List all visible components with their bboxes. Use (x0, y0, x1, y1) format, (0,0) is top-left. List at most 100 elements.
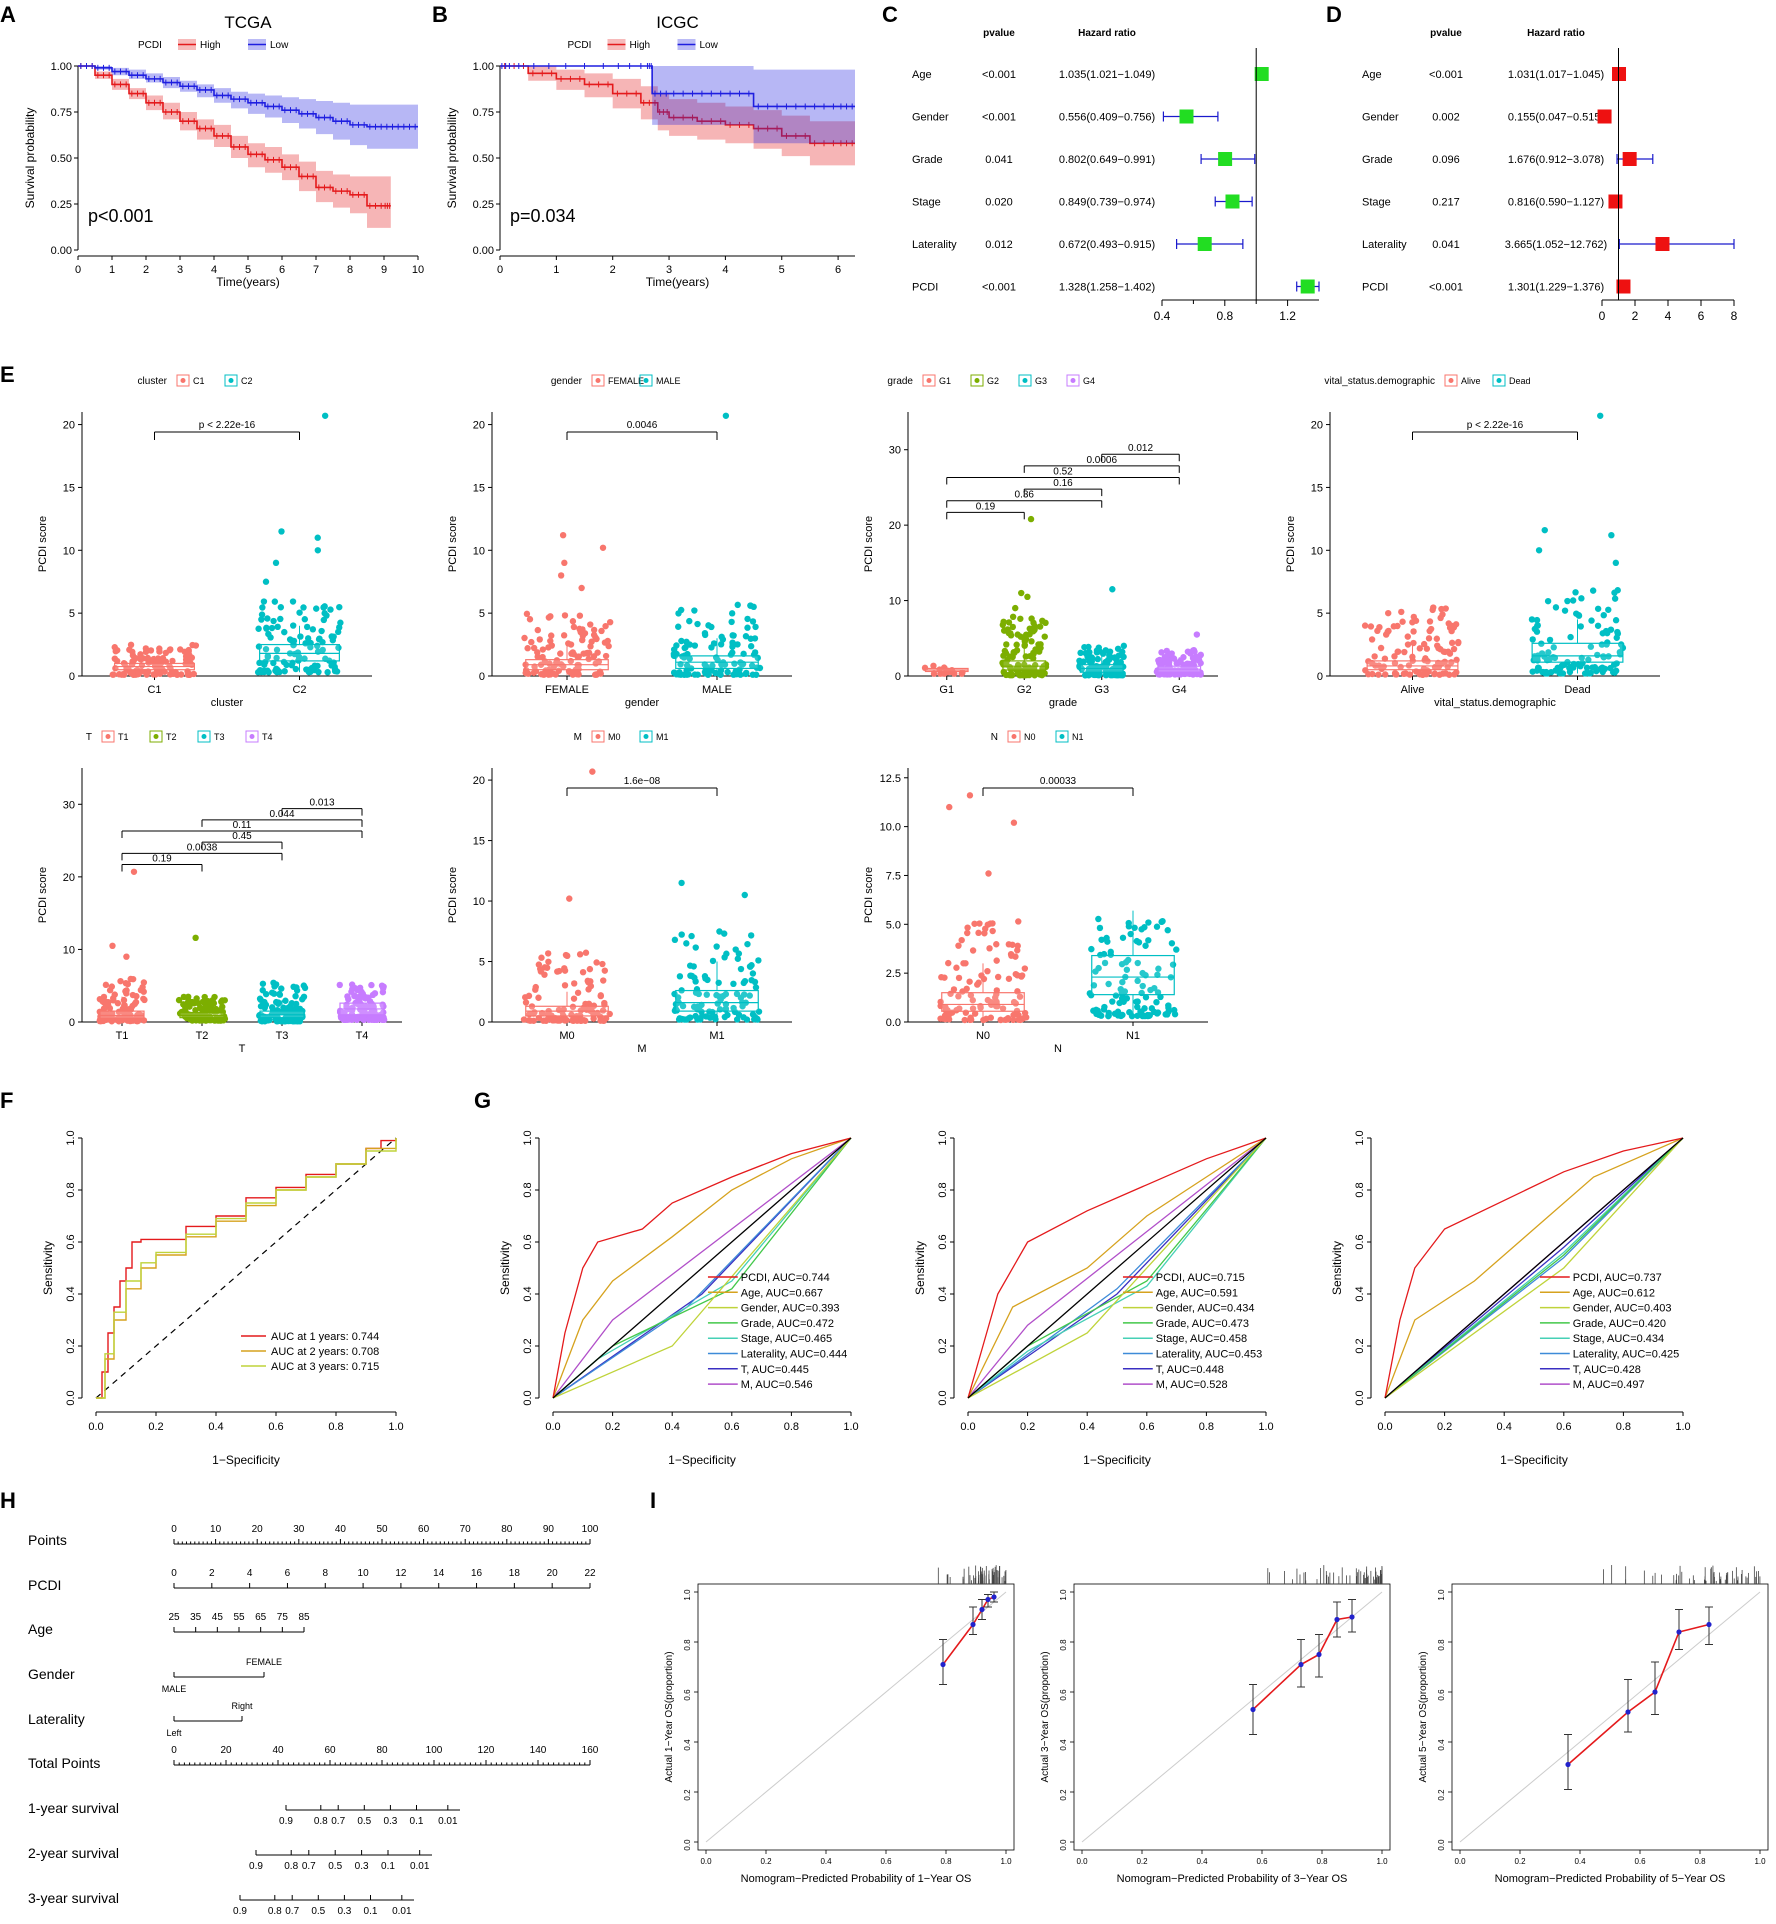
nomogram-tick-label: 120 (478, 1745, 495, 1756)
data-point (1589, 587, 1597, 594)
legend-key-dot (643, 734, 649, 739)
nomogram-tick-label: 25 (168, 1612, 180, 1623)
data-point (301, 655, 308, 662)
legend-key-dot (180, 378, 186, 383)
x-tick-label: FEMALE (545, 684, 589, 696)
nomogram-tick-label: 0 (171, 1745, 177, 1756)
legend-key (245, 730, 259, 743)
data-point (287, 1017, 294, 1025)
x-tick-label: 6 (279, 264, 285, 276)
y-tick-label: 30 (63, 799, 75, 811)
y-tick-label: 0.2 (1059, 1789, 1068, 1801)
data-point (258, 668, 266, 675)
x-axis-label: Nomogram−Predicted Probability of 5−Year… (1495, 1873, 1726, 1885)
data-point (723, 950, 730, 957)
data-point (561, 982, 569, 989)
data-point (1076, 657, 1083, 664)
data-point (351, 984, 358, 992)
nomogram-level-label: Right (231, 1701, 253, 1711)
calibration-point (1652, 1689, 1658, 1695)
data-point (304, 635, 312, 642)
nomogram-tick-label: 0.9 (233, 1906, 247, 1917)
nomogram-tick-label: 0.9 (279, 1816, 293, 1827)
data-point (1162, 1011, 1169, 1018)
data-point (1005, 975, 1013, 982)
box-iqr (1531, 642, 1624, 663)
data-point (958, 936, 965, 944)
panel-letter-I: I (650, 1488, 656, 1513)
data-point (993, 957, 1000, 964)
y-tick-label: 1.0 (522, 1130, 534, 1145)
data-point (1093, 647, 1101, 654)
nomogram-row-label-2: Age (28, 1621, 53, 1637)
data-point (722, 1005, 730, 1012)
hazard-ratio-box (1197, 237, 1212, 251)
legend-key-dot (228, 378, 234, 383)
y-tick-label: 0.6 (1437, 1689, 1446, 1701)
data-point (746, 992, 753, 999)
data-point (576, 612, 584, 619)
legend-label: PCDI, AUC=0.715 (1156, 1272, 1245, 1284)
data-point (1587, 669, 1594, 677)
legend-label: Grade, AUC=0.473 (1156, 1318, 1249, 1330)
x-axis-label: N (1054, 1043, 1062, 1055)
data-point (292, 665, 300, 673)
data-point (1098, 936, 1105, 943)
data-point (1561, 607, 1569, 614)
legend-label: AUC at 1 years: 0.744 (271, 1331, 379, 1343)
data-point (369, 1002, 377, 1009)
data-point (1095, 915, 1102, 923)
data-point (557, 650, 564, 657)
data-point (115, 1008, 123, 1016)
data-point (1082, 649, 1089, 657)
x-axis-label: Nomogram−Predicted Probability of 1−Year… (741, 1873, 972, 1885)
roc-plot-G1: 0.0 0.2 0.4 0.6 0.8 1.0 0.0 0.2 0.4 0.6 0.8 1.0 1−Sp… (498, 1130, 859, 1467)
data-point (293, 984, 300, 991)
data-point (679, 1002, 687, 1010)
nomogram-row-label-3: Gender (28, 1666, 75, 1682)
roc-curve (552, 1137, 852, 1399)
outlier-point (946, 803, 953, 811)
y-tick-label: 15 (473, 836, 485, 848)
legend-key (639, 730, 653, 743)
outlier-point (599, 544, 607, 551)
outlier-point (1193, 631, 1201, 638)
p-value-annotation: p=0.034 (510, 206, 576, 226)
data-point (702, 670, 709, 677)
x-tick-label: 3 (666, 264, 672, 276)
y-tick-label: 10 (63, 944, 75, 956)
data-point (1002, 1016, 1009, 1024)
data-point (1573, 610, 1580, 617)
data-point (1599, 630, 1606, 637)
row-hazard-ratio: 0.672(0.493−0.915) (1059, 239, 1155, 251)
nomogram-row-label-6: 1-year survival (28, 1800, 119, 1816)
data-point (574, 653, 581, 660)
data-point (945, 959, 952, 967)
y-tick-label: 0.4 (1059, 1739, 1068, 1751)
nomogram-tick-label: 75 (277, 1612, 289, 1623)
row-label-Grade: Grade (1362, 154, 1393, 166)
x-tick-label: MALE (702, 684, 732, 696)
y-tick-label: 0.0 (683, 1839, 692, 1851)
data-point (744, 615, 751, 623)
legend-label: G3 (1035, 376, 1047, 386)
data-point (712, 1016, 719, 1023)
data-point (677, 606, 685, 614)
nomogram-row-label-4: Laterality (28, 1711, 85, 1727)
x-tick-label: 0.2 (1437, 1421, 1452, 1433)
data-point (1391, 653, 1398, 660)
data-point (276, 991, 284, 998)
data-point (997, 1016, 1004, 1024)
data-point (749, 662, 756, 669)
data-point (1614, 587, 1621, 594)
data-point (268, 1004, 276, 1011)
y-tick-label: 0 (69, 671, 75, 683)
y-tick-label: 1.00 (473, 61, 494, 73)
data-point (944, 1007, 951, 1014)
row-pvalue: 0.096 (1432, 154, 1460, 166)
data-point (1158, 918, 1165, 926)
legend-label: T, AUC=0.448 (1156, 1364, 1224, 1376)
x-tick-label: N0 (976, 1030, 990, 1042)
data-point (1529, 636, 1536, 643)
legend-label: Grade, AUC=0.472 (741, 1318, 834, 1330)
